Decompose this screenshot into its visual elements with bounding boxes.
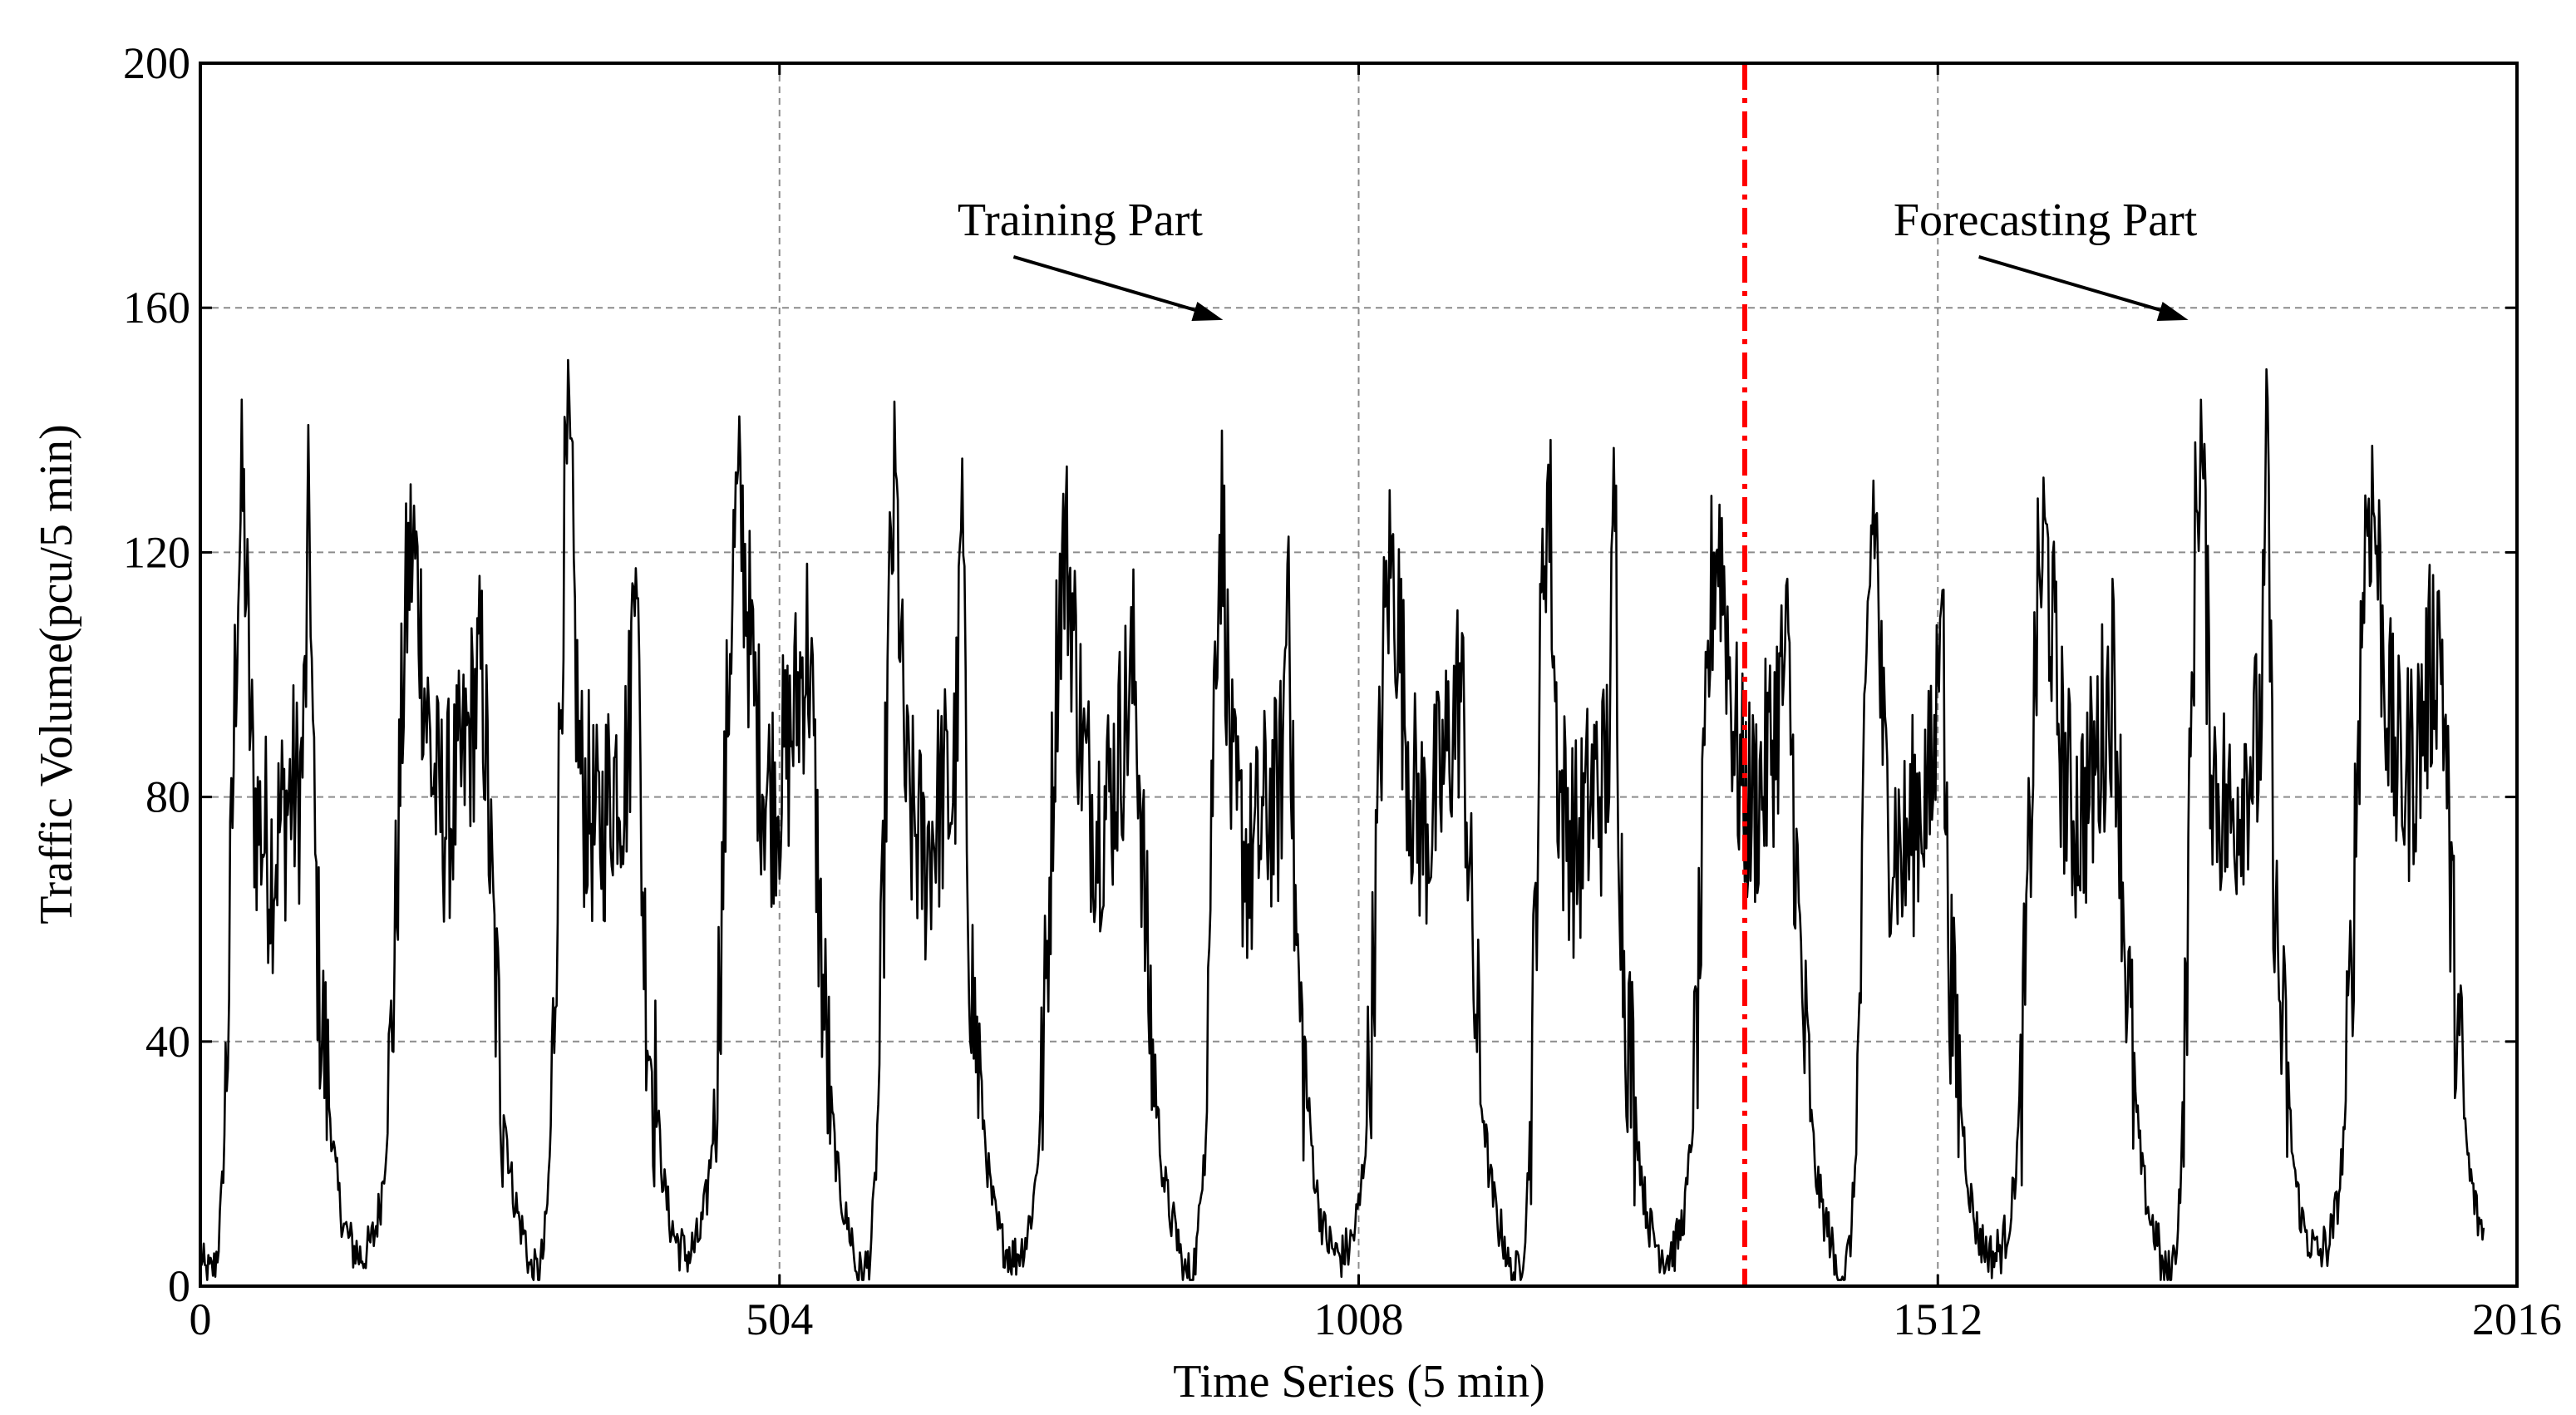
annotation-arrow-forecasting (1978, 254, 2173, 315)
y-tick-label: 120 (123, 527, 190, 577)
annotations: Training Part Forecasting Part (958, 195, 2198, 322)
y-axis-title: Traffic Volume(pcu/5 min) (31, 424, 82, 924)
annotation-training-part: Training Part (958, 195, 1204, 246)
tick-labels: 0 504 1008 1512 2016 0 40 80 120 160 200 (123, 38, 2562, 1344)
x-axis-title: Time Series (5 min) (1173, 1356, 1544, 1408)
annotation-forecasting-part: Forecasting Part (1894, 195, 2198, 246)
x-tick-label: 0 (190, 1294, 212, 1344)
y-tick-label: 40 (145, 1017, 190, 1067)
arrowhead-forecasting (2156, 302, 2189, 322)
y-tick-label: 0 (168, 1261, 190, 1311)
series-line-traffic-volume (199, 358, 2485, 1281)
arrowhead-training (1191, 302, 1224, 322)
annotation-arrow-training (1012, 254, 1207, 315)
grid-lines (200, 63, 2517, 1286)
y-tick-label: 200 (123, 38, 190, 88)
x-tick-label: 2016 (2472, 1294, 2562, 1344)
y-tick-label: 160 (123, 283, 190, 333)
plot-frame (199, 62, 2519, 1288)
y-tick-label: 80 (145, 772, 190, 822)
x-tick-label: 1008 (1314, 1294, 1404, 1344)
x-tick-label: 504 (746, 1294, 813, 1344)
x-tick-label: 1512 (1893, 1294, 1982, 1344)
